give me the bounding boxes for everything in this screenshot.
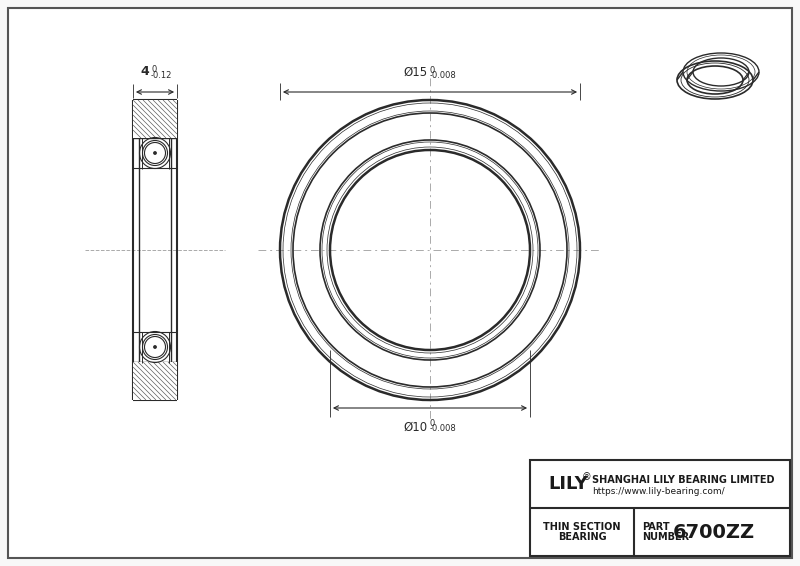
Text: 0: 0 bbox=[430, 66, 435, 75]
Text: 0: 0 bbox=[151, 65, 156, 74]
Circle shape bbox=[154, 346, 156, 348]
Text: 0: 0 bbox=[430, 419, 435, 428]
Text: PART: PART bbox=[642, 522, 670, 532]
Text: ®: ® bbox=[582, 472, 592, 482]
Text: Ø10: Ø10 bbox=[404, 421, 428, 434]
Polygon shape bbox=[133, 362, 177, 400]
Bar bbox=[133, 362, 177, 400]
Bar bbox=[133, 100, 177, 138]
Circle shape bbox=[154, 152, 156, 154]
Polygon shape bbox=[133, 100, 177, 138]
Polygon shape bbox=[530, 460, 790, 556]
Text: -0.12: -0.12 bbox=[151, 71, 172, 80]
Text: LILY: LILY bbox=[548, 475, 588, 493]
Text: SHANGHAI LILY BEARING LIMITED: SHANGHAI LILY BEARING LIMITED bbox=[592, 475, 774, 485]
Circle shape bbox=[145, 143, 166, 164]
Text: https://www.lily-bearing.com/: https://www.lily-bearing.com/ bbox=[592, 487, 725, 495]
Polygon shape bbox=[8, 8, 792, 558]
Text: -0.008: -0.008 bbox=[430, 71, 457, 80]
Circle shape bbox=[145, 337, 166, 358]
Text: THIN SECTION: THIN SECTION bbox=[543, 522, 621, 532]
Text: Ø15: Ø15 bbox=[404, 66, 428, 79]
Text: -0.008: -0.008 bbox=[430, 424, 457, 433]
Text: 4: 4 bbox=[140, 65, 149, 78]
Text: NUMBER: NUMBER bbox=[642, 532, 689, 542]
Text: BEARING: BEARING bbox=[558, 532, 606, 542]
Text: 6700ZZ: 6700ZZ bbox=[673, 522, 755, 542]
